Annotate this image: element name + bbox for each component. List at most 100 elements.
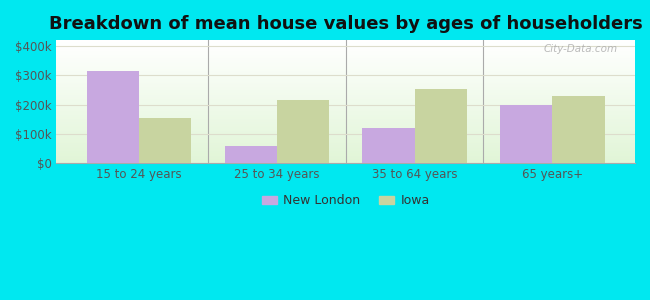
Bar [57, 147, 635, 148]
Bar [57, 126, 635, 128]
Bar [57, 152, 635, 153]
Bar [57, 162, 635, 163]
Bar [57, 112, 635, 113]
Bar [57, 65, 635, 66]
Bar [57, 137, 635, 139]
Bar [57, 41, 635, 43]
Bar [57, 109, 635, 110]
Legend: New London, Iowa: New London, Iowa [257, 190, 435, 212]
Bar [57, 70, 635, 71]
Bar [57, 40, 635, 41]
Bar [57, 47, 635, 49]
Bar [552, 96, 604, 163]
Bar [57, 83, 635, 85]
Bar [57, 136, 635, 137]
Bar [57, 160, 635, 161]
Bar [57, 145, 635, 146]
Bar [57, 57, 635, 59]
Bar [57, 158, 635, 160]
Bar [57, 67, 635, 68]
Bar [57, 151, 635, 152]
Bar [57, 100, 635, 102]
Bar [57, 115, 635, 116]
Bar [57, 103, 635, 104]
Bar [57, 64, 635, 65]
Bar [57, 120, 635, 122]
Bar [57, 155, 635, 156]
Bar [57, 106, 635, 108]
Bar [57, 71, 635, 72]
Bar [57, 51, 635, 52]
Bar [57, 116, 635, 118]
Bar [57, 108, 635, 109]
Text: City-Data.com: City-Data.com [543, 44, 618, 54]
Bar [57, 128, 635, 129]
Bar [57, 85, 635, 86]
Bar [57, 80, 635, 81]
Bar [57, 88, 635, 89]
Bar [57, 99, 635, 101]
Bar [57, 135, 635, 136]
Bar [57, 98, 635, 99]
Bar [57, 44, 635, 45]
Bar [57, 52, 635, 54]
Bar [57, 148, 635, 150]
Bar [57, 140, 635, 141]
Bar [57, 87, 635, 88]
Bar [57, 114, 635, 115]
Bar [362, 128, 415, 163]
Bar [57, 56, 635, 57]
Bar [57, 157, 635, 158]
Bar [57, 43, 635, 44]
Bar [500, 105, 552, 163]
Bar [57, 75, 635, 76]
Bar [57, 129, 635, 130]
Bar [57, 104, 635, 105]
Bar [57, 66, 635, 67]
Bar [57, 134, 635, 135]
Bar [57, 156, 635, 157]
Bar [57, 133, 635, 134]
Bar [57, 82, 635, 83]
Bar [57, 97, 635, 98]
Bar [57, 122, 635, 123]
Bar [57, 94, 635, 95]
Bar [57, 61, 635, 62]
Bar [57, 118, 635, 119]
Bar [224, 146, 277, 163]
Bar [57, 113, 635, 114]
Bar [57, 45, 635, 46]
Bar [57, 49, 635, 50]
Bar [57, 125, 635, 126]
Bar [57, 123, 635, 124]
Bar [57, 153, 635, 155]
Bar [57, 146, 635, 147]
Bar [277, 100, 329, 163]
Bar [57, 76, 635, 77]
Bar [57, 142, 635, 144]
Bar [57, 89, 635, 91]
Title: Breakdown of mean house values by ages of householders: Breakdown of mean house values by ages o… [49, 15, 643, 33]
Bar [57, 74, 635, 75]
Bar [57, 119, 635, 120]
Bar [57, 130, 635, 131]
Bar [57, 92, 635, 93]
Bar [57, 81, 635, 82]
Bar [57, 60, 635, 61]
Bar [57, 55, 635, 56]
Bar [57, 95, 635, 97]
Bar [57, 68, 635, 70]
Bar [57, 161, 635, 162]
Bar [57, 72, 635, 74]
Bar [57, 150, 635, 151]
Bar [57, 78, 635, 80]
Bar [57, 144, 635, 145]
Bar [57, 110, 635, 112]
Bar [57, 124, 635, 125]
Bar [57, 46, 635, 47]
Bar [57, 77, 635, 78]
Bar [139, 118, 192, 163]
Bar [415, 88, 467, 163]
Bar [57, 91, 635, 92]
Bar [87, 71, 139, 163]
